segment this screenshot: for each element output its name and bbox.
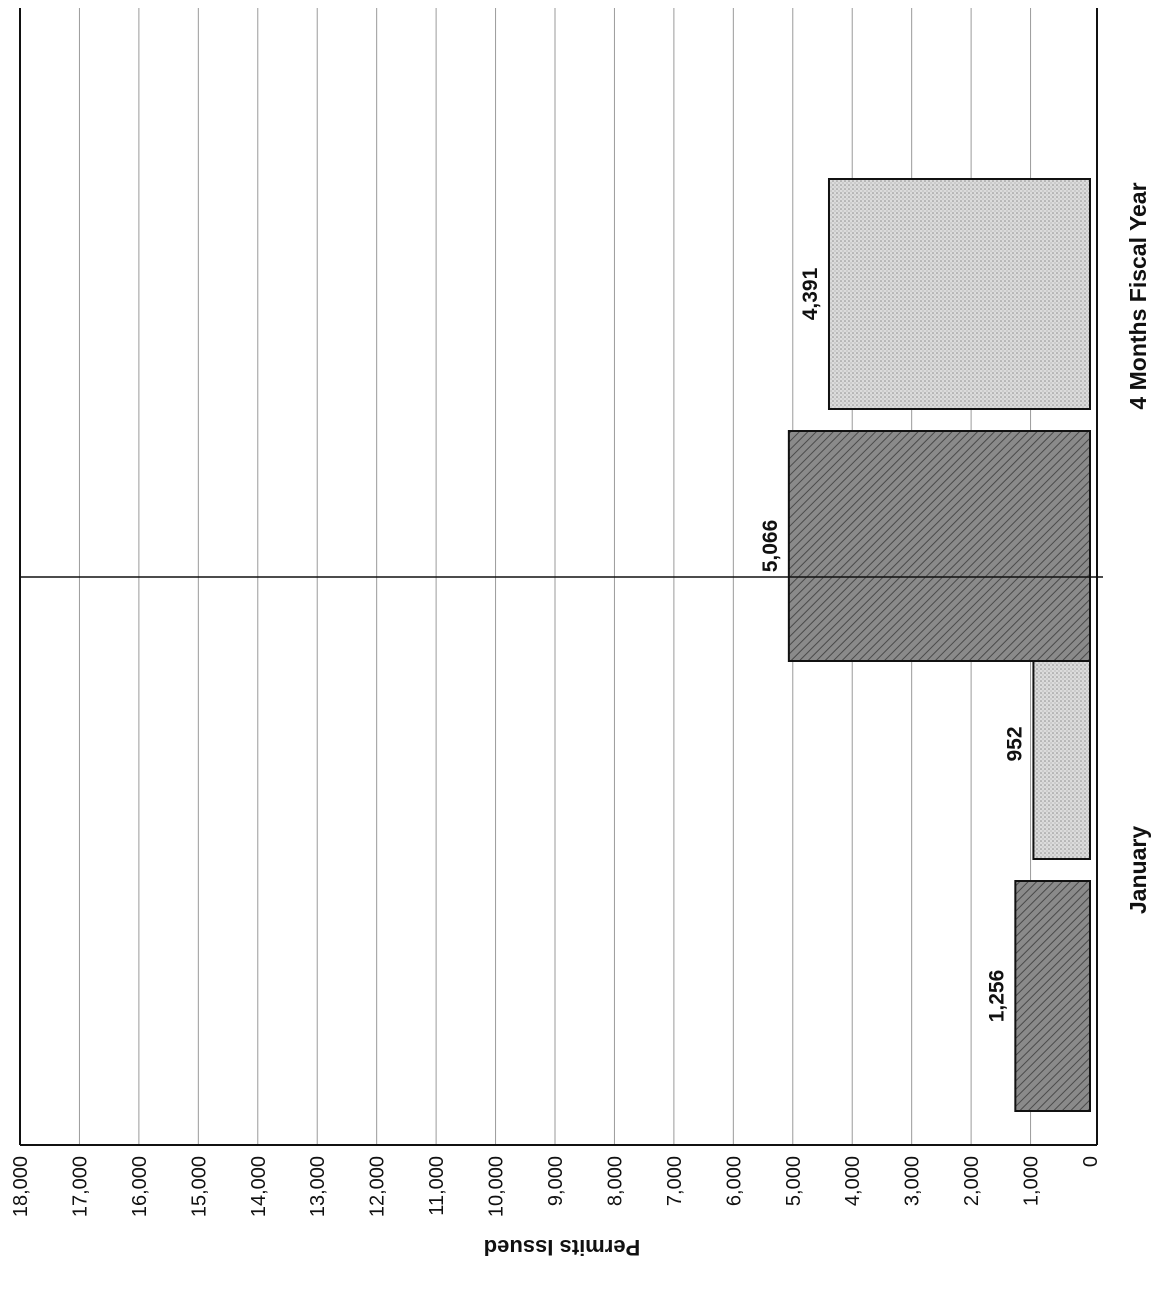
value-tick-label-2: 2,000	[961, 1156, 983, 1206]
value-tick-label-7: 7,000	[664, 1156, 686, 1206]
value-tick-label-3: 3,000	[902, 1156, 924, 1206]
value-tick-label-12: 12,000	[367, 1156, 389, 1217]
value-tick-label-5: 5,000	[783, 1156, 805, 1206]
bar-value-label-0-0: 1,256	[985, 970, 1008, 1023]
value-tick-label-18: 18,000	[10, 1156, 32, 1217]
bar-value-labels: 1,256 952 5,066 4,391	[759, 267, 1027, 1022]
value-axis-tick-labels: 0 1,000 2,000 3,000 4,000 5,000 6,000 7,000 8,00…	[10, 1156, 1102, 1217]
bars	[787, 178, 1092, 1112]
value-tick-label-15: 15,000	[188, 1156, 210, 1217]
bar-0-1	[1032, 628, 1092, 860]
plot-frame	[19, 8, 1103, 1146]
category-label-1: 4 Months Fiscal Year	[1125, 182, 1151, 409]
bar-1-1	[827, 178, 1091, 410]
bar-value-label-1-0: 5,066	[759, 520, 782, 573]
bar-1-0	[787, 430, 1091, 662]
value-tick-label-17: 17,000	[69, 1156, 91, 1217]
value-axis-title: Permits Issued	[484, 1235, 641, 1260]
category-label-0: January	[1125, 826, 1151, 914]
value-tick-label-11: 11,000	[426, 1156, 448, 1216]
value-tick-label-6: 6,000	[723, 1156, 745, 1206]
value-tick-label-0: 0	[1080, 1156, 1102, 1167]
category-labels: January 4 Months Fiscal Year	[1125, 182, 1151, 914]
value-tick-label-9: 9,000	[545, 1156, 567, 1206]
bar-value-label-1-1: 4,391	[799, 267, 822, 320]
bar-0-0	[1014, 880, 1091, 1112]
value-tick-label-13: 13,000	[307, 1156, 329, 1217]
bar-value-label-0-1: 952	[1003, 726, 1026, 761]
value-tick-label-16: 16,000	[129, 1156, 151, 1217]
value-tick-label-10: 10,000	[486, 1156, 508, 1217]
value-tick-label-4: 4,000	[842, 1156, 864, 1206]
value-tick-label-14: 14,000	[248, 1156, 270, 1217]
value-tick-label-8: 8,000	[604, 1156, 626, 1206]
value-tick-label-1: 1,000	[1021, 1156, 1043, 1206]
